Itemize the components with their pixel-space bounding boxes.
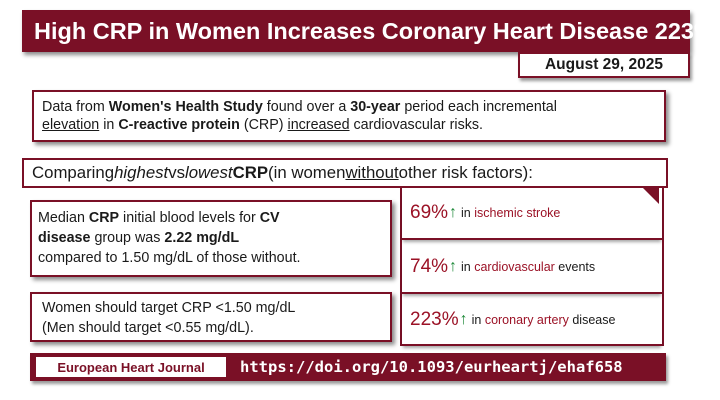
median-crp-box: Median CRP initial blood levels for CV d… xyxy=(30,200,392,277)
intro-line-1: Data from Women's Health Study found ove… xyxy=(42,99,557,115)
up-arrow-icon: ↑ xyxy=(449,258,458,275)
stat-label: in cardiovascular events xyxy=(461,260,596,274)
stat-row-cardiovascular-events: 74% ↑ in cardiovascular events xyxy=(402,242,662,294)
intro-box: Data from Women's Health Study found ove… xyxy=(32,90,666,142)
intro-line-2: elevation in C-reactive protein (CRP) in… xyxy=(42,117,484,133)
stat-row-coronary-artery-disease: 223% ↑ in coronary artery disease xyxy=(402,294,662,346)
study-name: Women's Health Study xyxy=(108,99,263,115)
crp-target-box: Women should target CRP <1.50 mg/dL (Men… xyxy=(30,292,392,342)
comparison-heading: Comparing highest vs lowest CRP (in wome… xyxy=(22,158,668,188)
median-value: 2.22 mg/dL xyxy=(164,230,240,246)
study-period: 30-year xyxy=(350,99,401,115)
corner-accent-decoration xyxy=(643,188,659,204)
stat-percent: 69% xyxy=(410,202,449,223)
stat-row-ischemic-stroke: 69% ↑ in ischemic stroke xyxy=(402,188,662,240)
up-arrow-icon: ↑ xyxy=(449,204,458,221)
doi-link[interactable]: https://doi.org/10.1093/eurheartj/ehaf65… xyxy=(240,358,623,376)
journal-badge: European Heart Journal xyxy=(36,357,226,377)
stat-label: in ischemic stroke xyxy=(461,206,561,220)
stat-label: in coronary artery disease xyxy=(471,313,616,327)
stat-percent: 74% xyxy=(410,256,449,277)
risk-stats-panel: 69% ↑ in ischemic stroke 74% ↑ in cardio… xyxy=(400,188,664,346)
stat-percent: 223% xyxy=(410,309,459,330)
up-arrow-icon: ↑ xyxy=(459,311,468,328)
page-title: High CRP in Women Increases Coronary Hea… xyxy=(22,10,715,52)
footer-bar: European Heart Journal https://doi.org/1… xyxy=(30,353,666,381)
date-badge: August 29, 2025 xyxy=(518,52,690,78)
